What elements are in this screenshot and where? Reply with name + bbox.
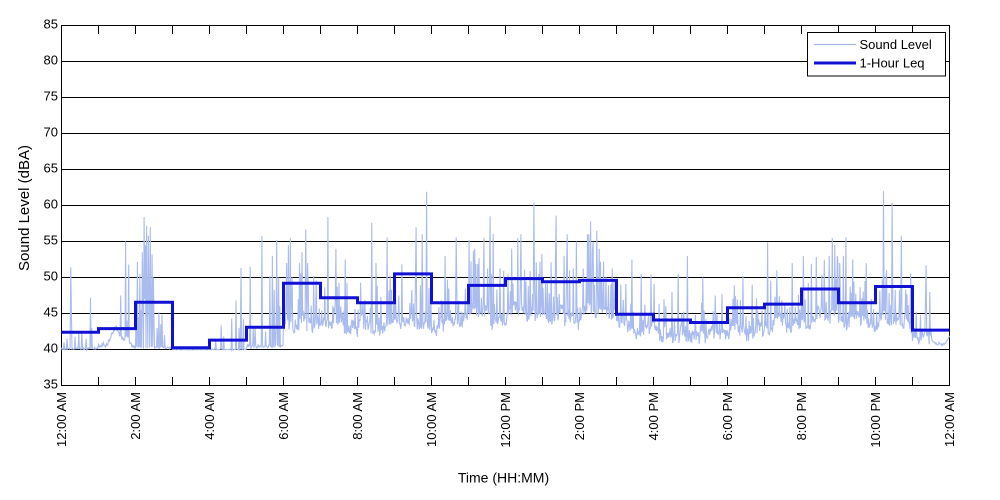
svg-text:85: 85 bbox=[44, 17, 58, 32]
svg-text:65: 65 bbox=[44, 161, 58, 176]
svg-text:45: 45 bbox=[44, 305, 58, 320]
svg-text:60: 60 bbox=[44, 197, 58, 212]
svg-text:10:00 AM: 10:00 AM bbox=[424, 392, 439, 447]
svg-text:Sound Level (dBA): Sound Level (dBA) bbox=[16, 145, 33, 271]
svg-text:75: 75 bbox=[44, 89, 58, 104]
svg-text:80: 80 bbox=[44, 53, 58, 68]
svg-text:2:00 AM: 2:00 AM bbox=[128, 392, 143, 440]
svg-text:6:00 AM: 6:00 AM bbox=[276, 392, 291, 440]
svg-text:12:00 AM: 12:00 AM bbox=[942, 392, 957, 447]
svg-text:6:00 PM: 6:00 PM bbox=[720, 392, 735, 440]
svg-text:2:00 PM: 2:00 PM bbox=[572, 392, 587, 440]
svg-text:70: 70 bbox=[44, 125, 58, 140]
svg-text:35: 35 bbox=[44, 377, 58, 392]
svg-text:Time (HH:MM): Time (HH:MM) bbox=[458, 470, 549, 486]
svg-text:55: 55 bbox=[44, 233, 58, 248]
svg-text:10:00 PM: 10:00 PM bbox=[868, 392, 883, 448]
svg-text:40: 40 bbox=[44, 341, 58, 356]
svg-text:4:00 PM: 4:00 PM bbox=[646, 392, 661, 440]
svg-text:1-Hour Leq: 1-Hour Leq bbox=[860, 56, 925, 71]
svg-text:4:00 AM: 4:00 AM bbox=[202, 392, 217, 440]
svg-text:8:00 AM: 8:00 AM bbox=[350, 392, 365, 440]
svg-text:50: 50 bbox=[44, 269, 58, 284]
svg-text:12:00 PM: 12:00 PM bbox=[498, 392, 513, 448]
svg-text:12:00 AM: 12:00 AM bbox=[54, 392, 69, 447]
svg-text:8:00 PM: 8:00 PM bbox=[794, 392, 809, 440]
svg-text:Sound Level: Sound Level bbox=[860, 37, 932, 52]
